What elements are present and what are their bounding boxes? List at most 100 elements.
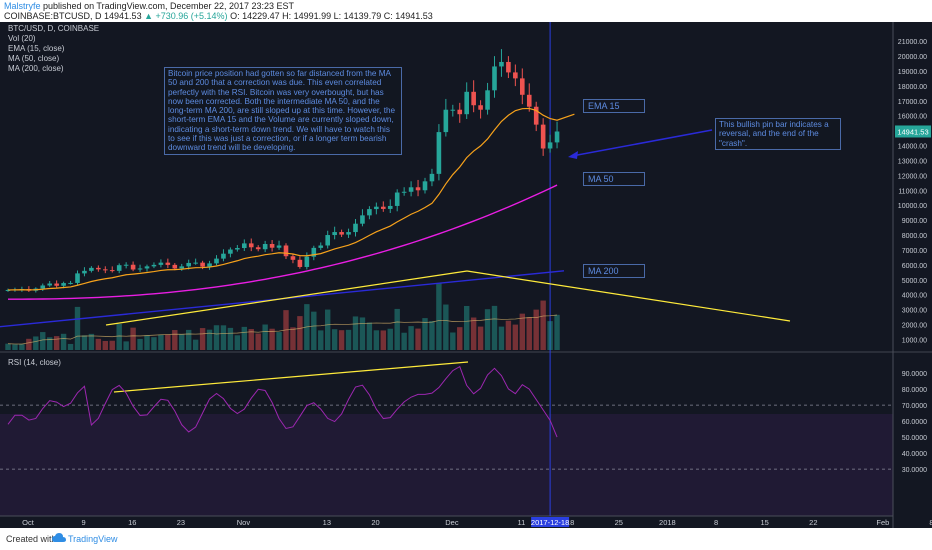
volume-bar <box>137 338 143 350</box>
candle-body <box>540 124 546 149</box>
candle-body <box>200 262 205 267</box>
candle-body <box>450 109 456 111</box>
volume-bar <box>331 329 338 350</box>
volume-bar <box>130 327 136 350</box>
candle-body <box>68 282 73 284</box>
volume-bar <box>429 321 435 350</box>
last-price: 14941.53 <box>104 11 142 21</box>
volume-bar <box>387 328 393 350</box>
candle-body <box>492 66 497 91</box>
rsi-tick-label: 80.0000 <box>902 387 927 394</box>
price-tick-label: 6000.00 <box>902 263 927 270</box>
candle-body <box>242 243 247 249</box>
date-tick-label: 8 <box>929 518 932 527</box>
volume-bar <box>123 341 129 350</box>
volume-bar <box>540 300 546 350</box>
candle-body <box>221 253 226 259</box>
volume-ma-line <box>7 314 558 345</box>
highlighted-date-tag <box>531 517 570 527</box>
candle-body <box>75 273 80 283</box>
candle-body <box>103 269 108 271</box>
legend-ema: EMA (15, close) <box>8 44 65 53</box>
rsi-trend-line <box>113 361 469 393</box>
candle-body <box>297 259 303 267</box>
volume-bar <box>394 308 400 350</box>
volume-bar <box>74 306 81 350</box>
volume-bar <box>227 327 234 350</box>
volume-bar <box>5 343 11 350</box>
candle-body <box>506 61 511 73</box>
volume-bar <box>290 327 296 350</box>
ema-15-tag[interactable]: EMA 15 <box>583 99 645 113</box>
legend-volume: Vol (20) <box>8 34 36 43</box>
chart-svg[interactable]: 21000.00 20000.00 19000.00 18000.00 17000.00… <box>0 22 932 528</box>
candle-body <box>186 262 191 267</box>
candle-body <box>401 191 407 193</box>
ma-50-tag[interactable]: MA 50 <box>583 172 645 186</box>
rsi-tick-label: 50.0000 <box>902 435 927 442</box>
candle-body <box>130 264 136 270</box>
candle-body <box>255 247 261 250</box>
volume-bar <box>547 321 553 350</box>
candle-body <box>290 256 296 260</box>
price-tick-label: 7000.00 <box>902 248 927 255</box>
candle-body <box>353 223 358 233</box>
ma-200-tag[interactable]: MA 200 <box>583 264 645 278</box>
legend-symbol: BTC/USD, D, COINBASE <box>8 24 100 33</box>
candle-body <box>436 132 442 174</box>
publish-line: Malstryfe published on TradingView.com, … <box>4 1 294 11</box>
footer: Created with TradingView <box>0 528 932 550</box>
candle-body <box>207 263 212 267</box>
candle-body <box>513 72 518 79</box>
price-tick-label: 5000.00 <box>902 278 927 285</box>
symbol: COINBASE:BTCUSD, D <box>4 11 102 21</box>
volume-bar <box>380 330 386 350</box>
candle-body <box>116 265 122 271</box>
candle-body <box>89 267 94 271</box>
tradingview-brand[interactable]: TradingView <box>68 534 118 544</box>
highlighted-date-label: 2017-12-18 <box>531 518 569 527</box>
volume-bar <box>165 334 171 350</box>
volume-bar <box>234 335 241 350</box>
volume-bar <box>144 335 150 350</box>
candle-body <box>547 142 553 149</box>
price-change: ▲ +730.96 (+5.14%) <box>144 11 228 21</box>
author-link[interactable]: Malstryfe <box>4 1 41 11</box>
volume-bar <box>498 326 505 350</box>
volume-bar <box>81 335 88 350</box>
date-tick-label: Feb <box>876 518 889 527</box>
candle-body <box>554 131 560 143</box>
rsi-band-fill <box>0 414 893 516</box>
candle-body <box>485 90 490 110</box>
volume-bar <box>186 329 192 350</box>
date-tick-label: 16 <box>128 518 136 527</box>
rsi-tick-label: 70.0000 <box>902 403 927 410</box>
candle-body <box>137 268 143 270</box>
volume-bar <box>457 327 463 350</box>
published-text: published on TradingView.com, December 2… <box>43 1 295 11</box>
candle-body <box>499 61 504 67</box>
volume-bar <box>408 326 414 350</box>
volume-bar <box>248 329 254 350</box>
analysis-note[interactable]: Bitcoin price position had gotten so far… <box>164 67 402 155</box>
volume-bar <box>151 337 157 350</box>
pin-bar-note[interactable]: This bullish pin bar indicates a reversa… <box>715 118 841 150</box>
volume-bar <box>47 337 53 350</box>
volume-bar <box>422 318 428 350</box>
volume-bar <box>255 333 261 350</box>
volume-bar <box>213 325 220 350</box>
volume-bar <box>53 336 60 350</box>
candle-body <box>311 247 317 257</box>
last-price-tag <box>895 125 931 138</box>
volume-bar <box>40 332 46 350</box>
volume-bar <box>116 324 122 350</box>
ma-50-line <box>7 184 558 300</box>
main-legend: BTC/USD, D, COINBASE Vol (20) EMA (15, c… <box>8 24 99 74</box>
date-tick-label: Oct <box>22 518 35 527</box>
candle-body <box>179 266 185 269</box>
candle-body <box>520 78 525 95</box>
price-tick-label: 20000.00 <box>898 54 927 61</box>
chart-area[interactable]: 21000.00 20000.00 19000.00 18000.00 17000.00… <box>0 22 932 528</box>
volume-bar <box>220 325 227 350</box>
candle-body <box>123 264 129 266</box>
